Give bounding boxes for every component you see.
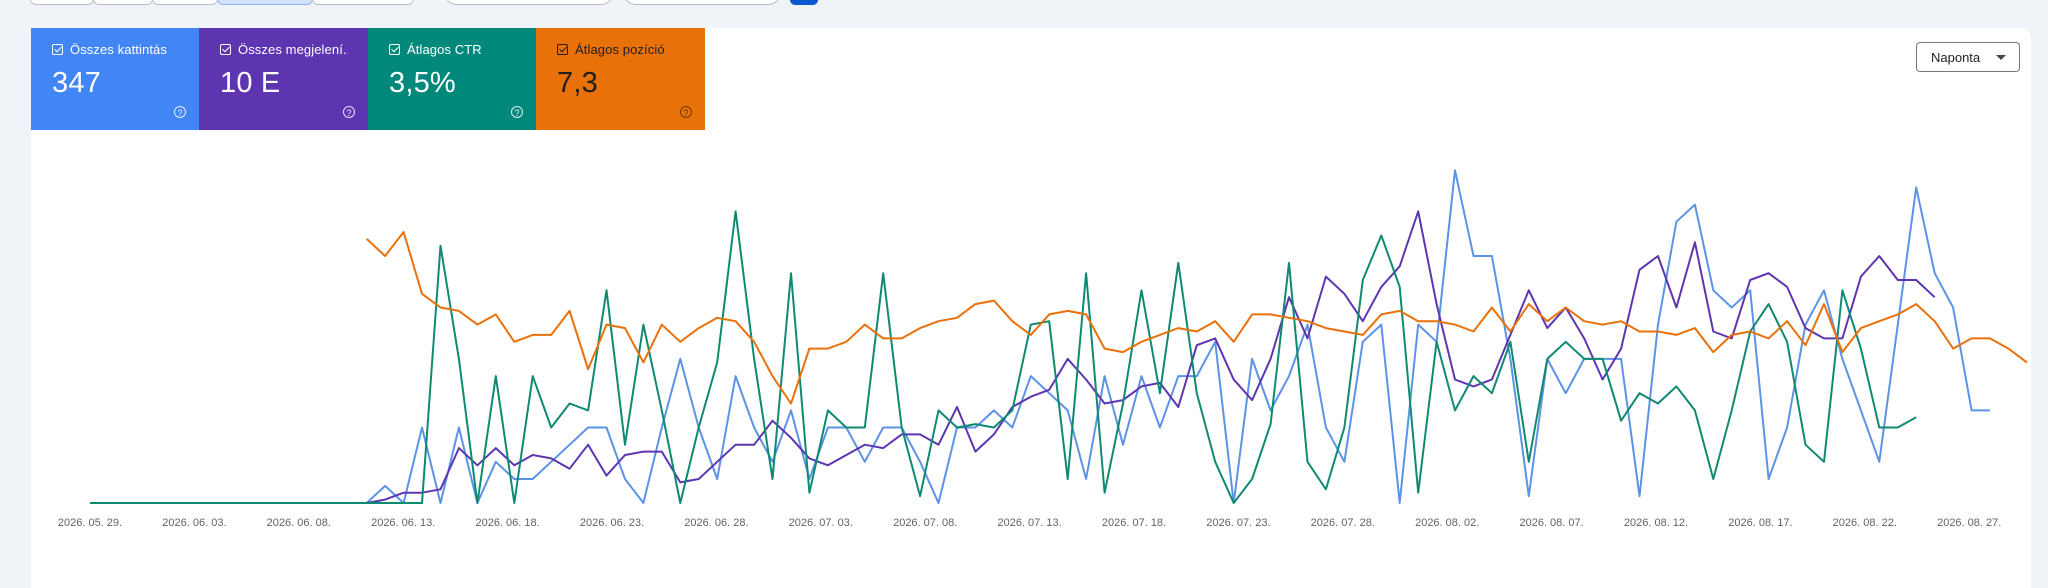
- metric-value: 3,5%: [389, 67, 456, 99]
- x-tick-label: 2026. 05. 29.: [58, 517, 122, 529]
- granularity-dropdown[interactable]: Naponta: [1916, 42, 2020, 72]
- checkbox-checked-icon[interactable]: [220, 44, 231, 55]
- x-tick-label: 2026. 08. 02.: [1415, 517, 1479, 529]
- metric-value: 10 E: [220, 67, 281, 99]
- x-tick-label: 2026. 07. 18.: [1102, 517, 1166, 529]
- performance-line-chart: 2026. 05. 29. 2026. 06. 03. 2026. 06. 08. 2…: [58, 169, 2028, 529]
- metric-card-ctr[interactable]: Átlagos CTR 3,5% ?: [368, 28, 536, 130]
- checkbox-checked-icon[interactable]: [389, 44, 400, 55]
- metric-label: Átlagos pozíció: [575, 42, 665, 57]
- help-circle-icon[interactable]: ?: [511, 106, 523, 118]
- series-line-1: [90, 210, 1936, 504]
- x-tick-label: 2026. 08. 22.: [1833, 517, 1897, 529]
- x-tick-label: 2026. 06. 08.: [267, 517, 331, 529]
- add-filter-button[interactable]: [790, 0, 818, 5]
- x-tick-label: 2026. 06. 28.: [684, 517, 748, 529]
- x-tick-label: 2026. 07. 28.: [1311, 517, 1375, 529]
- checkbox-checked-icon[interactable]: [52, 44, 63, 55]
- help-circle-icon[interactable]: ?: [343, 106, 355, 118]
- help-circle-icon[interactable]: ?: [680, 106, 692, 118]
- help-circle-icon[interactable]: ?: [174, 106, 186, 118]
- x-tick-label: 2026. 06. 18.: [475, 517, 539, 529]
- caret-down-icon: [1996, 55, 2006, 60]
- top-toolbar: [0, 0, 2048, 14]
- granularity-value: Naponta: [1931, 49, 1981, 65]
- metric-label: Összes kattintás: [70, 42, 167, 57]
- metric-value: 347: [52, 67, 101, 99]
- x-tick-label: 2026. 06. 23.: [580, 517, 644, 529]
- metric-label: Átlagos CTR: [407, 42, 482, 57]
- x-tick-label: 2026. 08. 07.: [1519, 517, 1583, 529]
- x-tick-label: 2026. 08. 12.: [1624, 517, 1688, 529]
- metric-card-position[interactable]: Átlagos pozíció 7,3 ?: [536, 28, 705, 130]
- x-tick-label: 2026. 07. 23.: [1206, 517, 1270, 529]
- x-tick-label: 2026. 07. 13.: [997, 517, 1061, 529]
- x-tick-label: 2026. 06. 03.: [162, 517, 226, 529]
- x-tick-label: 2026. 07. 03.: [789, 517, 853, 529]
- metric-label: Összes megjelení...: [238, 42, 348, 57]
- x-tick-label: 2026. 07. 08.: [893, 517, 957, 529]
- series-line-2: [90, 210, 1917, 504]
- metric-card-impressions[interactable]: Összes megjelení... 10 E ?: [199, 28, 368, 130]
- x-tick-label: 2026. 08. 17.: [1728, 517, 1792, 529]
- x-tick-label: 2026. 08. 27.: [1937, 517, 2001, 529]
- metric-value: 7,3: [557, 67, 598, 99]
- checkbox-checked-icon[interactable]: [557, 44, 568, 55]
- series-line-3: [366, 231, 2028, 405]
- metric-card-clicks[interactable]: Összes kattintás 347 ?: [31, 28, 199, 130]
- series-line-0: [90, 169, 1990, 504]
- x-tick-label: 2026. 06. 13.: [371, 517, 435, 529]
